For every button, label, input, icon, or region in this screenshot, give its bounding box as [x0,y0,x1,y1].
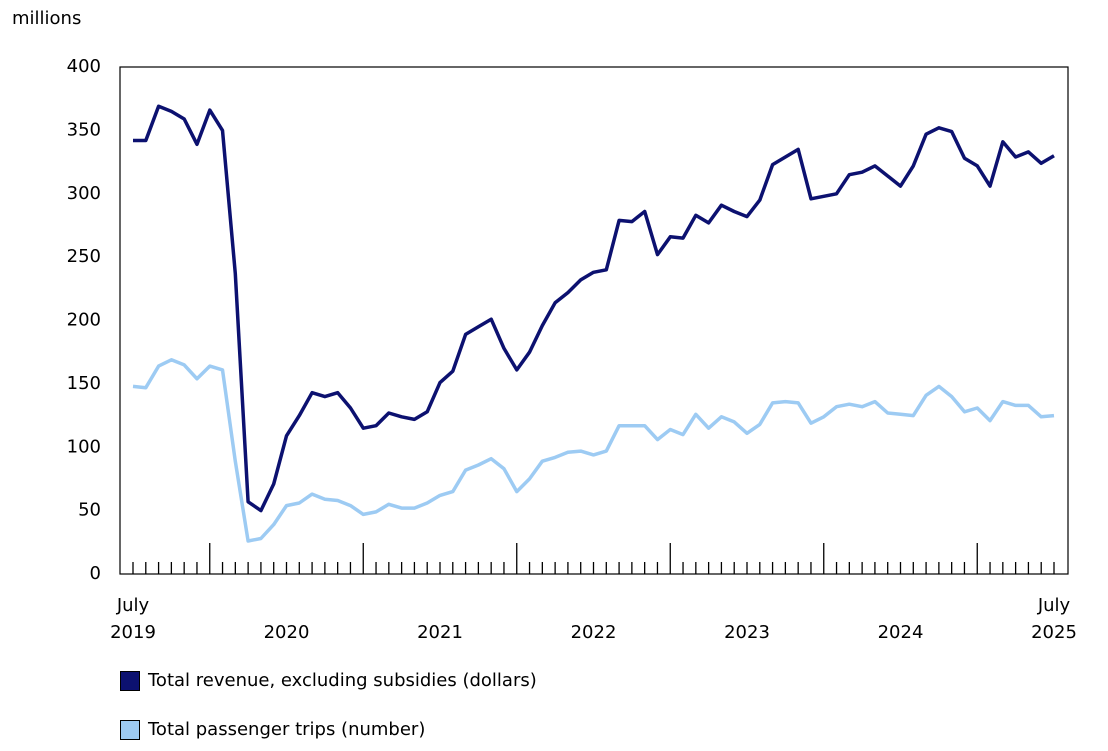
y-tick-label: 250 [67,246,101,267]
y-tick-label: 350 [67,119,101,140]
x-tick-label: 2020 [263,622,310,643]
y-tick-label: 0 [90,563,101,584]
y-tick-label: 400 [67,56,101,77]
legend-label: Total passenger trips (number) [148,719,426,740]
x-tick-label: 2021 [417,622,463,643]
y-axis-label: millions [12,8,81,29]
y-tick-label: 300 [67,183,101,204]
legend-swatch [120,670,140,691]
x-tick-label: 2022 [570,622,617,643]
x-tick-label: 2024 [877,622,924,643]
y-tick-label: 50 [78,500,101,521]
x-tick-label: July 2025 [1031,595,1077,643]
legend-label: Total revenue, excluding subsidies (doll… [148,670,537,691]
x-tick-label: July 2019 [110,595,156,643]
y-tick-label: 100 [67,436,101,457]
y-tick-label: 200 [67,310,101,331]
x-tick-label: 2023 [724,622,770,643]
series-line [133,104,1055,513]
legend-item: Total passenger trips (number) [120,719,425,740]
legend-item: Total revenue, excluding subsidies (doll… [120,670,537,691]
series-line [132,358,1055,543]
plot-frame [119,66,1069,575]
y-tick-label: 150 [67,373,101,394]
legend-swatch [120,719,140,740]
